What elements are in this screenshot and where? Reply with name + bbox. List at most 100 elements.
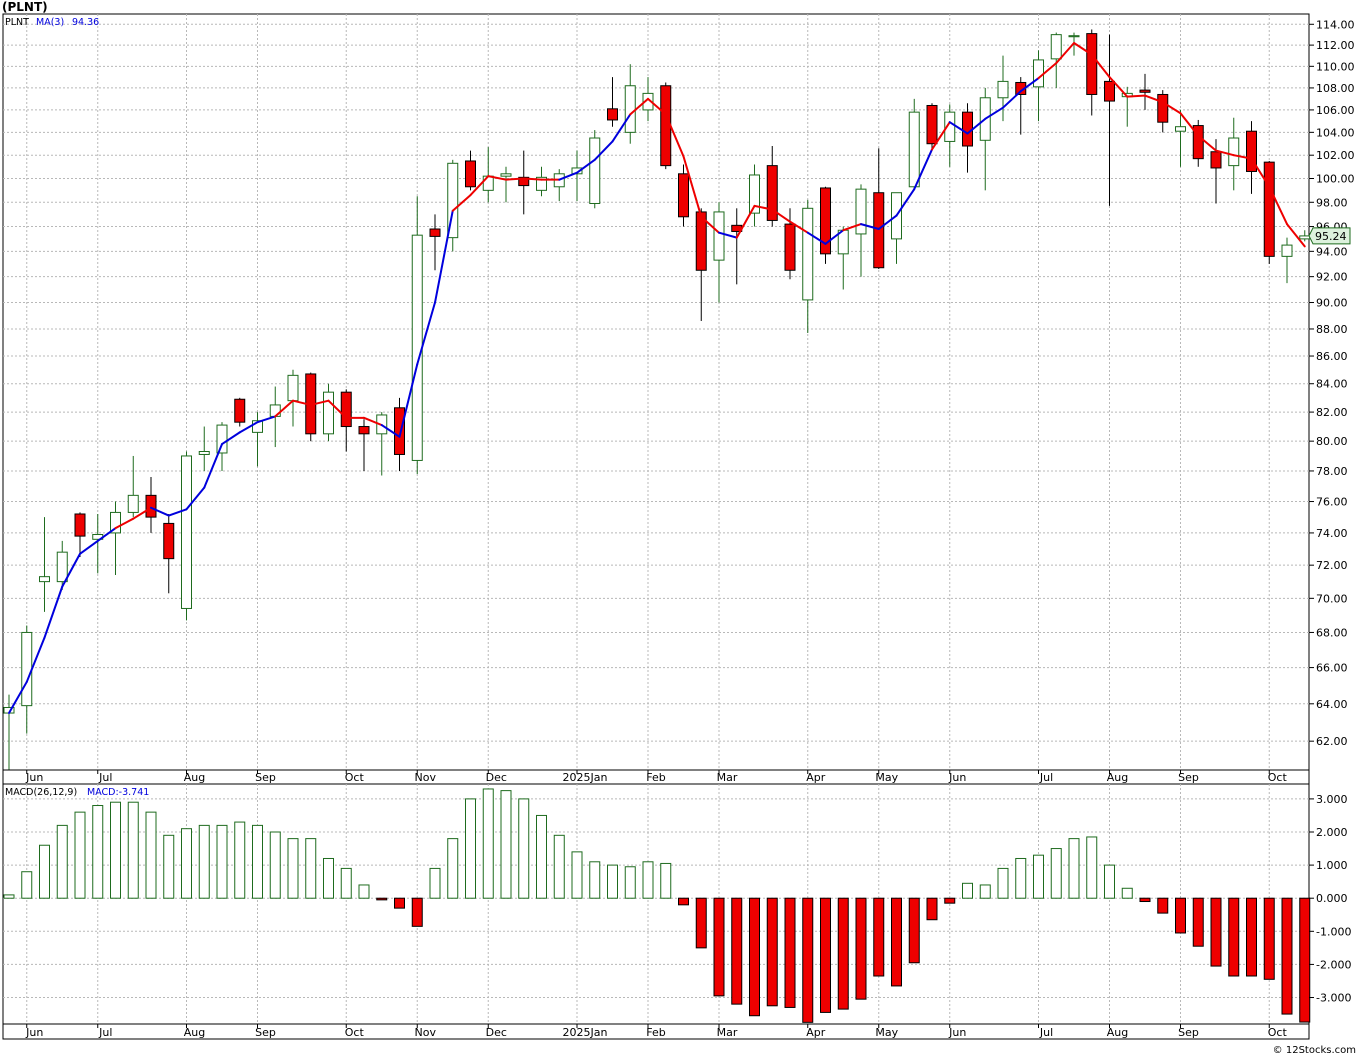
price-ytick-label: 62.00 <box>1316 735 1348 748</box>
ma-segment <box>735 204 756 239</box>
price-ma-line <box>8 42 1306 715</box>
ma-segment <box>1215 149 1235 157</box>
ma-segment <box>79 539 99 555</box>
price-ytick-label: 76.00 <box>1316 496 1348 509</box>
macd-xtick-label: Dec <box>486 1026 507 1039</box>
candle <box>1228 117 1240 191</box>
candle-body <box>607 108 618 121</box>
ma-segment <box>114 517 135 530</box>
candle-body <box>1175 126 1186 132</box>
macd-bar <box>305 838 317 899</box>
candle-body <box>181 455 192 609</box>
ma-segment <box>1055 42 1075 65</box>
macd-bar <box>287 838 299 899</box>
legend-ma-value: 94.36 <box>72 17 99 28</box>
candle-body <box>571 167 583 175</box>
macd-bar <box>837 897 849 1010</box>
candle-body <box>944 111 956 142</box>
macd-xtick-label: Apr <box>806 1026 826 1039</box>
candle <box>855 184 867 277</box>
candle-body <box>802 207 814 301</box>
ma-segment <box>558 171 578 181</box>
candle <box>305 372 317 442</box>
macd-bar <box>1210 897 1222 967</box>
price-ytick-label: 82.00 <box>1316 406 1348 419</box>
candle-body <box>1281 244 1293 257</box>
candle-body <box>482 175 494 191</box>
macd-bar <box>500 790 512 899</box>
macd-bars <box>3 788 1311 1023</box>
candle <box>447 159 459 252</box>
candle <box>1175 109 1186 167</box>
candle-body <box>962 111 973 147</box>
candle-body <box>500 173 512 177</box>
candle <box>1246 121 1257 194</box>
candle-body <box>163 522 175 560</box>
price-ytick-label: 102.00 <box>1316 149 1355 162</box>
macd-bar <box>39 844 50 899</box>
candle <box>820 186 831 264</box>
candle-body <box>216 424 228 454</box>
macd-bar <box>1068 838 1080 899</box>
macd-bar <box>695 897 707 949</box>
ma-segment <box>966 117 987 135</box>
macd-panel-frame <box>2 783 1310 1025</box>
macd-xtick-label: Jun <box>948 1026 966 1039</box>
candle-body <box>820 187 831 255</box>
legend-symbol: PLNT <box>5 17 29 28</box>
candle-body <box>1263 161 1275 257</box>
macd-bar <box>1157 897 1169 914</box>
candle-body <box>926 104 938 145</box>
macd-bar <box>127 801 139 899</box>
ma-segment <box>522 177 543 181</box>
ma-segment <box>682 155 703 218</box>
macd-x-axis-band <box>2 1023 1310 1040</box>
macd-xtick-label: Nov <box>415 1026 437 1039</box>
macd-xtick-label: Feb <box>646 1026 665 1039</box>
macd-bar <box>713 897 725 997</box>
candle <box>340 389 352 452</box>
macd-bar <box>553 834 565 899</box>
macd-bar <box>411 897 423 927</box>
candle <box>695 208 707 321</box>
price-panel-frame <box>2 13 1310 771</box>
price-xtick-label: Nov <box>415 771 437 784</box>
macd-bar <box>1104 864 1115 899</box>
macd-xtick-label: Jun <box>25 1026 43 1039</box>
candle <box>500 166 512 203</box>
macd-bar <box>749 897 760 1017</box>
candle-body <box>252 420 263 433</box>
ma-segment <box>753 204 774 211</box>
macd-legend-params: MACD(26,12,9) <box>5 787 77 798</box>
macd-bar <box>571 851 583 899</box>
candle <box>749 164 760 227</box>
macd-xtick-label: May <box>875 1026 898 1039</box>
last-price-flag: 95.24 <box>1308 227 1351 245</box>
macd-bar <box>1299 897 1311 1023</box>
candle-body <box>873 192 885 269</box>
candle <box>110 501 121 576</box>
price-ytick-label: 74.00 <box>1316 527 1348 540</box>
price-ytick-label: 108.00 <box>1316 82 1355 95</box>
price-ytick-label: 80.00 <box>1316 435 1348 448</box>
ma-segment <box>363 416 383 427</box>
macd-bar <box>198 824 210 899</box>
macd-bar <box>536 814 547 899</box>
macd-bar <box>926 897 938 921</box>
candle-body <box>411 234 423 461</box>
candle <box>873 148 885 269</box>
ma-segment <box>771 208 791 223</box>
candle-body <box>1299 235 1311 240</box>
price-ytick-label: 78.00 <box>1316 465 1348 478</box>
candle-body <box>323 391 334 435</box>
price-xtick-label: Jul <box>98 771 112 784</box>
candle-body <box>1086 33 1098 95</box>
candle-body <box>518 176 530 187</box>
ma-segment <box>25 636 46 683</box>
ma-segment <box>1161 101 1182 115</box>
price-ytick-label: 72.00 <box>1316 559 1348 572</box>
ma-segment <box>984 106 1004 120</box>
ma-segment <box>895 188 916 217</box>
ma-segment <box>1232 154 1253 160</box>
candle-body <box>39 576 50 583</box>
